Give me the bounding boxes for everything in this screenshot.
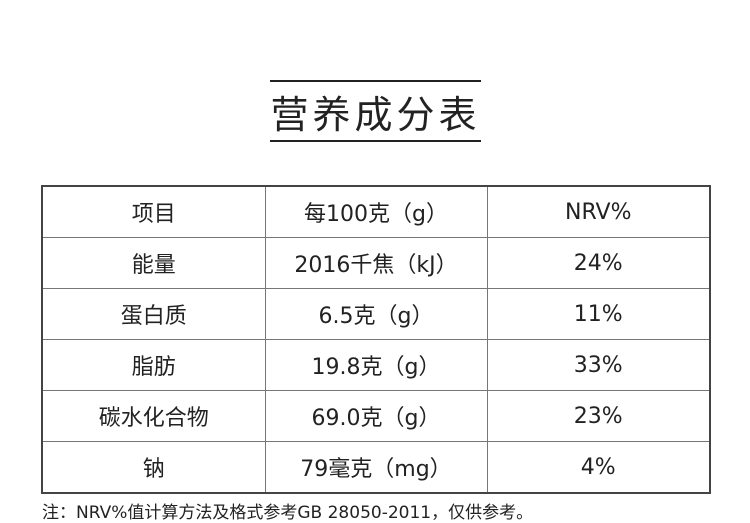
nutrition-table: 项目 每100克（g） NRV% 能量 2016千焦（kJ） 24% 蛋白质 6.5克（g） 1… xyxy=(41,185,711,494)
row: 脂肪 19.8克（g） 33% xyxy=(41,339,711,391)
header-row: 项目 每100克（g） NRV% xyxy=(41,185,711,238)
cell: 2016千焦（kJ） xyxy=(264,237,488,289)
cell: 79毫克（mg） xyxy=(264,441,488,494)
cell: 钠 xyxy=(41,441,266,494)
cell: 能量 xyxy=(41,237,266,289)
row: 钠 79毫克（mg） 4% xyxy=(41,441,711,494)
footnote: 注：NRV%值计算方法及格式参考GB 28050-2011，仅供参考。 xyxy=(42,503,534,523)
cell: 4% xyxy=(486,441,711,494)
cell: 11% xyxy=(486,288,711,340)
cell: 24% xyxy=(486,237,711,289)
cell: 6.5克（g） xyxy=(264,288,488,340)
table-body: 项目 每100克（g） NRV% 能量 2016千焦（kJ） 24% 蛋白质 6.5克（g） 1… xyxy=(41,185,711,494)
cell: 33% xyxy=(486,339,711,391)
cell: 项目 xyxy=(41,185,266,238)
title: 营养成分表 xyxy=(270,92,481,137)
cell: 19.8克（g） xyxy=(264,339,488,391)
cell: 蛋白质 xyxy=(41,288,266,340)
row: 能量 2016千焦（kJ） 24% xyxy=(41,237,711,289)
title-box: 营养成分表 xyxy=(270,80,481,142)
row: 碳水化合物 69.0克（g） 23% xyxy=(41,390,711,442)
cell: NRV% xyxy=(486,185,711,238)
cell: 69.0克（g） xyxy=(264,390,488,442)
row: 蛋白质 6.5克（g） 11% xyxy=(41,288,711,340)
cell: 每100克（g） xyxy=(264,185,488,238)
cell: 脂肪 xyxy=(41,339,266,391)
cell: 碳水化合物 xyxy=(41,390,266,442)
cell: 23% xyxy=(486,390,711,442)
